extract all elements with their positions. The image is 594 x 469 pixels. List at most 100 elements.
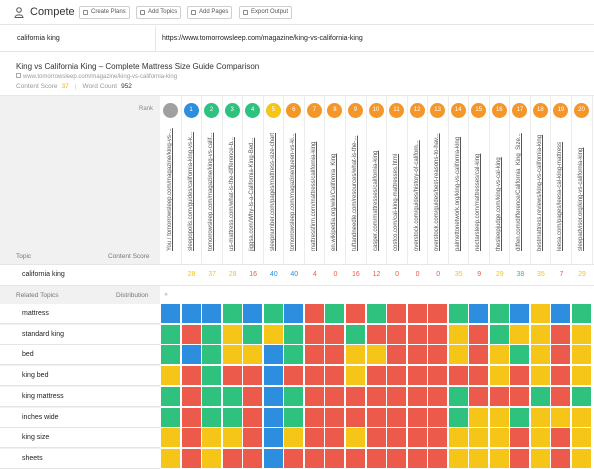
competitor-url-link[interactable]: thesleepjudge.com/king-vs-cal-king <box>495 157 502 251</box>
rank-badge: 6 <box>286 103 302 118</box>
keyword-row <box>0 264 594 286</box>
column-separator <box>201 96 203 264</box>
rank-badge: 20 <box>574 103 589 118</box>
content-score-cell: 40 <box>269 271 278 278</box>
topic-row[interactable] <box>0 448 160 469</box>
distribution-cell <box>530 324 550 344</box>
word-count-label: Word Count <box>82 83 118 90</box>
competitor-url-link[interactable]: costco.com/cal-king-mattresses.html <box>393 153 400 251</box>
content-score-cell: 0 <box>415 271 420 278</box>
distribution-cell <box>407 428 427 448</box>
distribution-header: Distribution <box>116 292 149 299</box>
competitor-url-link[interactable]: nectarsleep.com/mattresses/cal-king <box>475 153 482 251</box>
distribution-cell <box>284 407 304 427</box>
competitor-url-link[interactable]: overstock.com/guides/best-reasons-to-hav… <box>434 133 441 251</box>
rank-badge: 7 <box>306 103 322 118</box>
competitor-url-link[interactable]: diffen.com/difference/California_King_Si… <box>516 133 523 251</box>
create-plans-button[interactable]: Create Plans <box>79 6 130 19</box>
topic-row[interactable] <box>0 304 160 324</box>
competitor-url-link[interactable]: sleepadvisor.org/king-vs-california-king <box>578 147 584 251</box>
distribution-cell <box>222 386 242 406</box>
distribution-cell <box>407 386 427 406</box>
distribution-cell <box>345 386 365 406</box>
distribution-cell <box>387 366 407 386</box>
competitor-url-link[interactable]: tomorrowsleep.com/magazine/king-vs-calif… <box>208 132 215 251</box>
distribution-cell <box>345 428 365 448</box>
distribution-cell <box>448 324 468 344</box>
distribution-cell <box>572 448 591 468</box>
add-pages-button[interactable]: Add Pages <box>187 6 233 19</box>
competitor-url-link[interactable]: casper.com/mattresses/california-king <box>372 150 379 251</box>
competitor-url-link[interactable]: leesa.com/pages/leesa-cal-king-mattress <box>557 141 564 251</box>
distribution-cell <box>345 448 365 468</box>
distribution-cell <box>469 407 489 427</box>
competitor-url-link[interactable]: mattressfirm.com/mattress/california-kin… <box>310 141 317 251</box>
content-score-cell: 35 <box>454 271 463 278</box>
rank-badge: 3 <box>224 103 240 118</box>
content-score-cell: 7 <box>559 271 564 278</box>
export-output-button[interactable]: Export Output <box>239 6 293 19</box>
distribution-cell <box>202 428 222 448</box>
external-link-icon <box>16 73 21 78</box>
distribution-toggle[interactable]: » <box>164 292 168 298</box>
rank-badge: 4 <box>245 103 261 118</box>
distribution-cell <box>530 386 550 406</box>
distribution-cell <box>469 366 489 386</box>
distribution-cell <box>510 407 530 427</box>
competitor-url-link[interactable]: jiggsa.com/Why-Is-a-California-King-Bed.… <box>249 137 256 251</box>
distribution-cell <box>489 304 509 323</box>
distribution-cell <box>428 407 448 427</box>
distribution-cell <box>469 386 489 406</box>
column-separator <box>283 96 285 264</box>
distribution-cell <box>284 428 304 448</box>
add-topics-button[interactable]: Add Topics <box>136 6 182 19</box>
competitor-url-link[interactable]: sleepnumber.com/pages/mattress-size-char… <box>269 132 276 251</box>
competitor-url-link[interactable]: You / tomorrowsleep.com/magazine/king-vs… <box>167 128 173 251</box>
distribution-cell <box>345 345 365 365</box>
competitor-url-link[interactable]: overstock.com/guides/history-of-californ… <box>413 140 420 251</box>
distribution-cell <box>448 366 468 386</box>
distribution-cell <box>304 324 324 344</box>
export-icon <box>243 10 248 15</box>
distribution-cell <box>202 304 222 323</box>
competitor-url-link[interactable]: palmettonetwork.org/king-vs-california-k… <box>454 136 461 251</box>
top-bar: Compete Create Plans Add Topics Add Page… <box>0 0 594 25</box>
topic-row[interactable] <box>0 366 160 387</box>
topic-label: inches wide <box>22 413 59 421</box>
topic-label: mattress <box>22 310 49 317</box>
distribution-cell <box>243 366 263 386</box>
keyword-field[interactable]: california king <box>17 35 60 42</box>
url-field[interactable]: https://www.tomorrowsleep.com/magazine/k… <box>162 35 363 42</box>
column-separator <box>365 96 367 264</box>
distribution-cell <box>243 386 263 406</box>
competitor-url-link[interactable]: tomorrowsleep.com/magazine/queen-vs-ki..… <box>290 133 297 251</box>
distribution-cell <box>181 366 201 386</box>
distribution-cell <box>243 448 263 468</box>
distribution-cell <box>284 324 304 344</box>
query-row <box>0 26 594 52</box>
topic-label: king bed <box>22 372 49 380</box>
distribution-cell <box>181 386 201 406</box>
competitor-url-link[interactable]: us-mattress.com/what-is-the-difference-b… <box>228 137 235 251</box>
article-url[interactable]: www.tomorrowsleep.com/magazine/king-vs-c… <box>16 73 177 80</box>
topic-row[interactable] <box>0 324 160 345</box>
distribution-cell <box>222 407 242 427</box>
distribution-cell <box>530 366 550 386</box>
topic-row[interactable] <box>0 386 160 407</box>
distribution-cell <box>243 428 263 448</box>
distribution-cell <box>387 386 407 406</box>
distribution-cell <box>304 366 324 386</box>
distribution-cell <box>325 386 345 406</box>
competitor-url-link[interactable]: sleepopolis.com/guides/california-king-v… <box>187 131 194 251</box>
distribution-cell <box>489 386 509 406</box>
topic-row[interactable] <box>0 407 160 428</box>
topic-label: standard king <box>22 330 65 338</box>
competitor-url-link[interactable]: tuftandneedle.com/resources/what-is-the-… <box>351 135 358 251</box>
distribution-cell <box>366 324 386 344</box>
topic-row[interactable] <box>0 428 160 449</box>
competitor-url-link[interactable]: bestmattress.reviews/king-vs-california-… <box>536 134 543 251</box>
competitor-url-link[interactable]: en.wikipedia.org/wiki/California_King <box>331 153 338 251</box>
content-score-cell: 35 <box>536 271 545 278</box>
topic-row[interactable] <box>0 345 160 366</box>
distribution-cell <box>284 448 304 468</box>
